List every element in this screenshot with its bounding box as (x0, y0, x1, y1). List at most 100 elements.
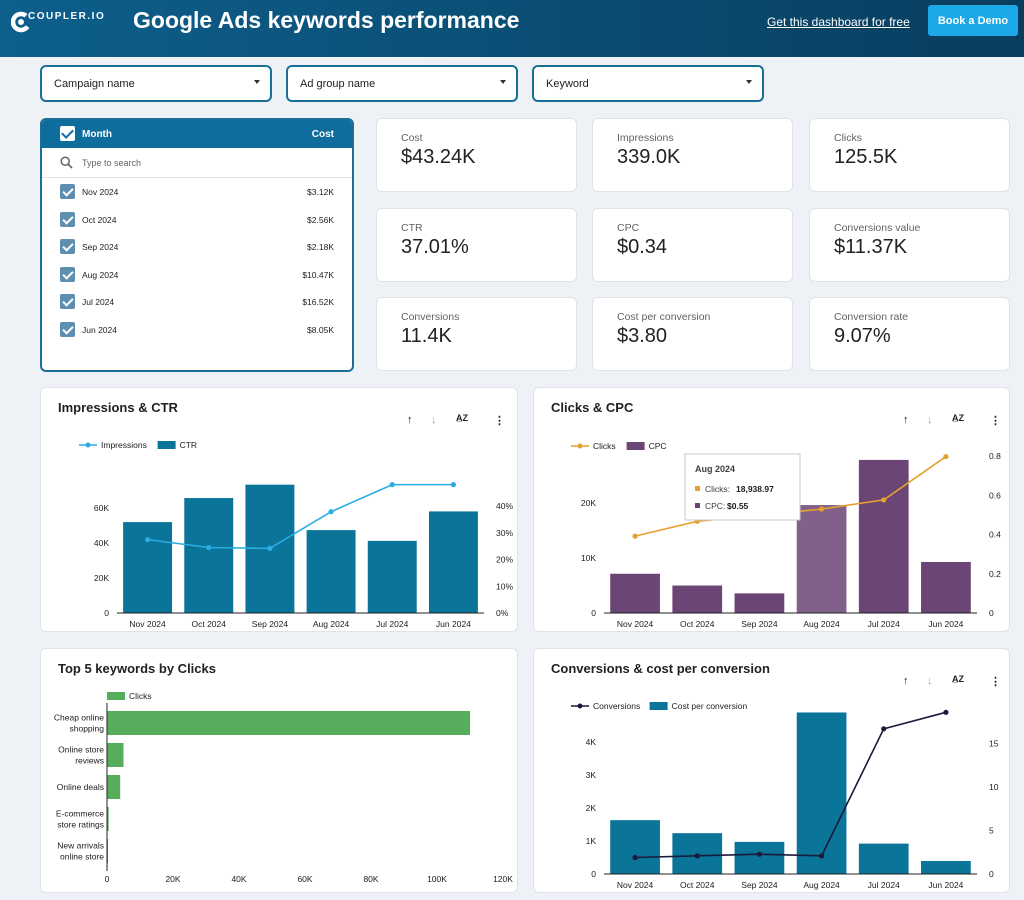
coupler-logo (11, 11, 32, 33)
more-vert-icon[interactable]: ⋮ (494, 415, 505, 427)
more-vert-icon[interactable]: ⋮ (990, 415, 1001, 427)
x-tick-label: Jul 2024 (868, 880, 900, 890)
row-checkbox[interactable] (60, 239, 75, 254)
row-checkbox[interactable] (60, 294, 75, 309)
month-row[interactable]: Nov 2024 $3.12K (42, 178, 352, 206)
legend-bar-swatch (626, 442, 645, 450)
month-row[interactable]: Aug 2024 $10.47K (42, 261, 352, 289)
ad-group-filter-label: Ad group name (300, 78, 376, 90)
x-tick-label: Sep 2024 (741, 619, 778, 629)
sort-ascending-icon[interactable]: ↑ (903, 414, 909, 426)
get-dashboard-link[interactable]: Get this dashboard for free (767, 15, 910, 29)
month-label: Sep 2024 (82, 242, 119, 252)
month-filter-table: Month Cost Type to search Nov 2024 $3.12K… (40, 118, 354, 372)
bar (672, 585, 723, 613)
x-tick-label: Jun 2024 (436, 619, 471, 629)
month-search-input[interactable]: Type to search (42, 148, 352, 178)
month-row[interactable]: Sep 2024 $2.18K (42, 233, 352, 261)
month-column-header[interactable]: Month (82, 129, 112, 140)
book-demo-button[interactable]: Book a Demo (928, 5, 1018, 36)
kpi-value: 11.4K (401, 325, 452, 347)
y-tick-label: store ratings (57, 820, 104, 830)
y-tick-label: 1K (586, 836, 597, 846)
sort-ascending-icon[interactable]: ↑ (407, 414, 413, 426)
month-row[interactable]: Jun 2024 $8.05K (42, 316, 352, 344)
legend-label: CPC (649, 441, 667, 451)
sort-az-icon[interactable]: A̲Z (952, 413, 964, 423)
tooltip-clicks-swatch (695, 486, 700, 491)
y2-tick-label: 10 (989, 782, 999, 792)
kpi-label: CPC (617, 222, 640, 234)
y2-tick-label: 0.4 (989, 530, 1001, 540)
tooltip-title: Aug 2024 (695, 464, 735, 474)
month-label: Oct 2024 (82, 214, 117, 225)
bar (367, 540, 417, 613)
month-table-header: Month Cost (42, 120, 352, 148)
y-tick-label: 20K (581, 498, 596, 508)
keyword-filter[interactable]: Keyword (532, 65, 764, 102)
bar (428, 511, 478, 613)
x-tick-label: Jun 2024 (928, 619, 963, 629)
y2-tick-label: 0% (496, 608, 509, 618)
x-tick-label: Nov 2024 (129, 619, 166, 629)
row-checkbox[interactable] (60, 321, 75, 337)
row-checkbox[interactable] (60, 266, 75, 282)
kpi-ctr: CTR 37.01% (376, 208, 577, 282)
line-point (818, 506, 825, 512)
y2-tick-label: 0 (989, 869, 994, 879)
line-point (328, 509, 334, 515)
line-point (756, 851, 763, 857)
sort-descending-icon[interactable]: ↓ (431, 414, 437, 426)
sort-az-icon[interactable]: A̲Z (456, 413, 468, 423)
bar (858, 843, 909, 874)
chart-title: Top 5 keywords by Clicks (58, 661, 216, 676)
kpi-value: $11.37K (834, 236, 908, 258)
line-point (818, 853, 825, 859)
logo-text: COUPLER.IO (28, 11, 106, 22)
y2-tick-label: 0 (989, 608, 994, 618)
row-checkbox[interactable] (60, 211, 75, 227)
line-point (632, 854, 638, 861)
kpi-clicks: Clicks 125.5K (809, 118, 1010, 192)
sort-descending-icon[interactable]: ↓ (927, 414, 933, 426)
line-point (206, 544, 212, 551)
line-point (267, 545, 273, 551)
month-label: Aug 2024 (82, 269, 119, 280)
bar (921, 860, 971, 874)
legend-bar-swatch (157, 441, 176, 449)
month-label: Jun 2024 (82, 324, 117, 335)
kpi-label: CTR (401, 222, 423, 234)
month-row[interactable]: Oct 2024 $2.56K (42, 206, 352, 234)
kpi-label: Cost per conversion (617, 311, 711, 323)
kpi-cost: Cost $43.24K (376, 118, 577, 192)
ad-group-filter[interactable]: Ad group name (286, 65, 518, 102)
sort-descending-icon[interactable]: ↓ (927, 675, 933, 687)
line-point (632, 533, 638, 539)
sort-az-icon[interactable]: A̲Z (952, 674, 964, 684)
bar (796, 712, 847, 874)
tooltip-cpc-value: $0.55 (727, 501, 749, 511)
y-tick-label: E-commerce (56, 809, 104, 819)
page-title: Google Ads keywords performance (133, 7, 520, 33)
x-tick-label: 100K (427, 874, 447, 884)
series-line (147, 483, 454, 550)
y-tick-label: Online deals (57, 782, 104, 792)
x-tick-label: Nov 2024 (617, 880, 654, 890)
more-vert-icon[interactable]: ⋮ (990, 676, 1001, 688)
sort-ascending-icon[interactable]: ↑ (903, 675, 909, 687)
select-all-checkbox[interactable] (60, 126, 75, 141)
legend-bar-swatch (649, 702, 668, 710)
row-checkbox[interactable] (60, 184, 75, 199)
y-tick-label: 0 (591, 869, 596, 879)
month-row[interactable]: Jul 2024 $16.52K (42, 288, 352, 316)
chart-title: Conversions & cost per conversion (551, 661, 770, 676)
legend-line-dot (577, 703, 583, 709)
legend-label: Clicks (129, 691, 152, 701)
bar (734, 593, 785, 613)
tooltip-clicks-value: 18,938.97 (736, 484, 774, 494)
campaign-filter-label: Campaign name (54, 78, 135, 90)
x-tick-label: Aug 2024 (313, 619, 350, 629)
cost-column-header[interactable]: Cost (311, 129, 334, 140)
kpi-label: Conversion rate (834, 311, 909, 323)
campaign-name-filter[interactable]: Campaign name (40, 65, 272, 102)
